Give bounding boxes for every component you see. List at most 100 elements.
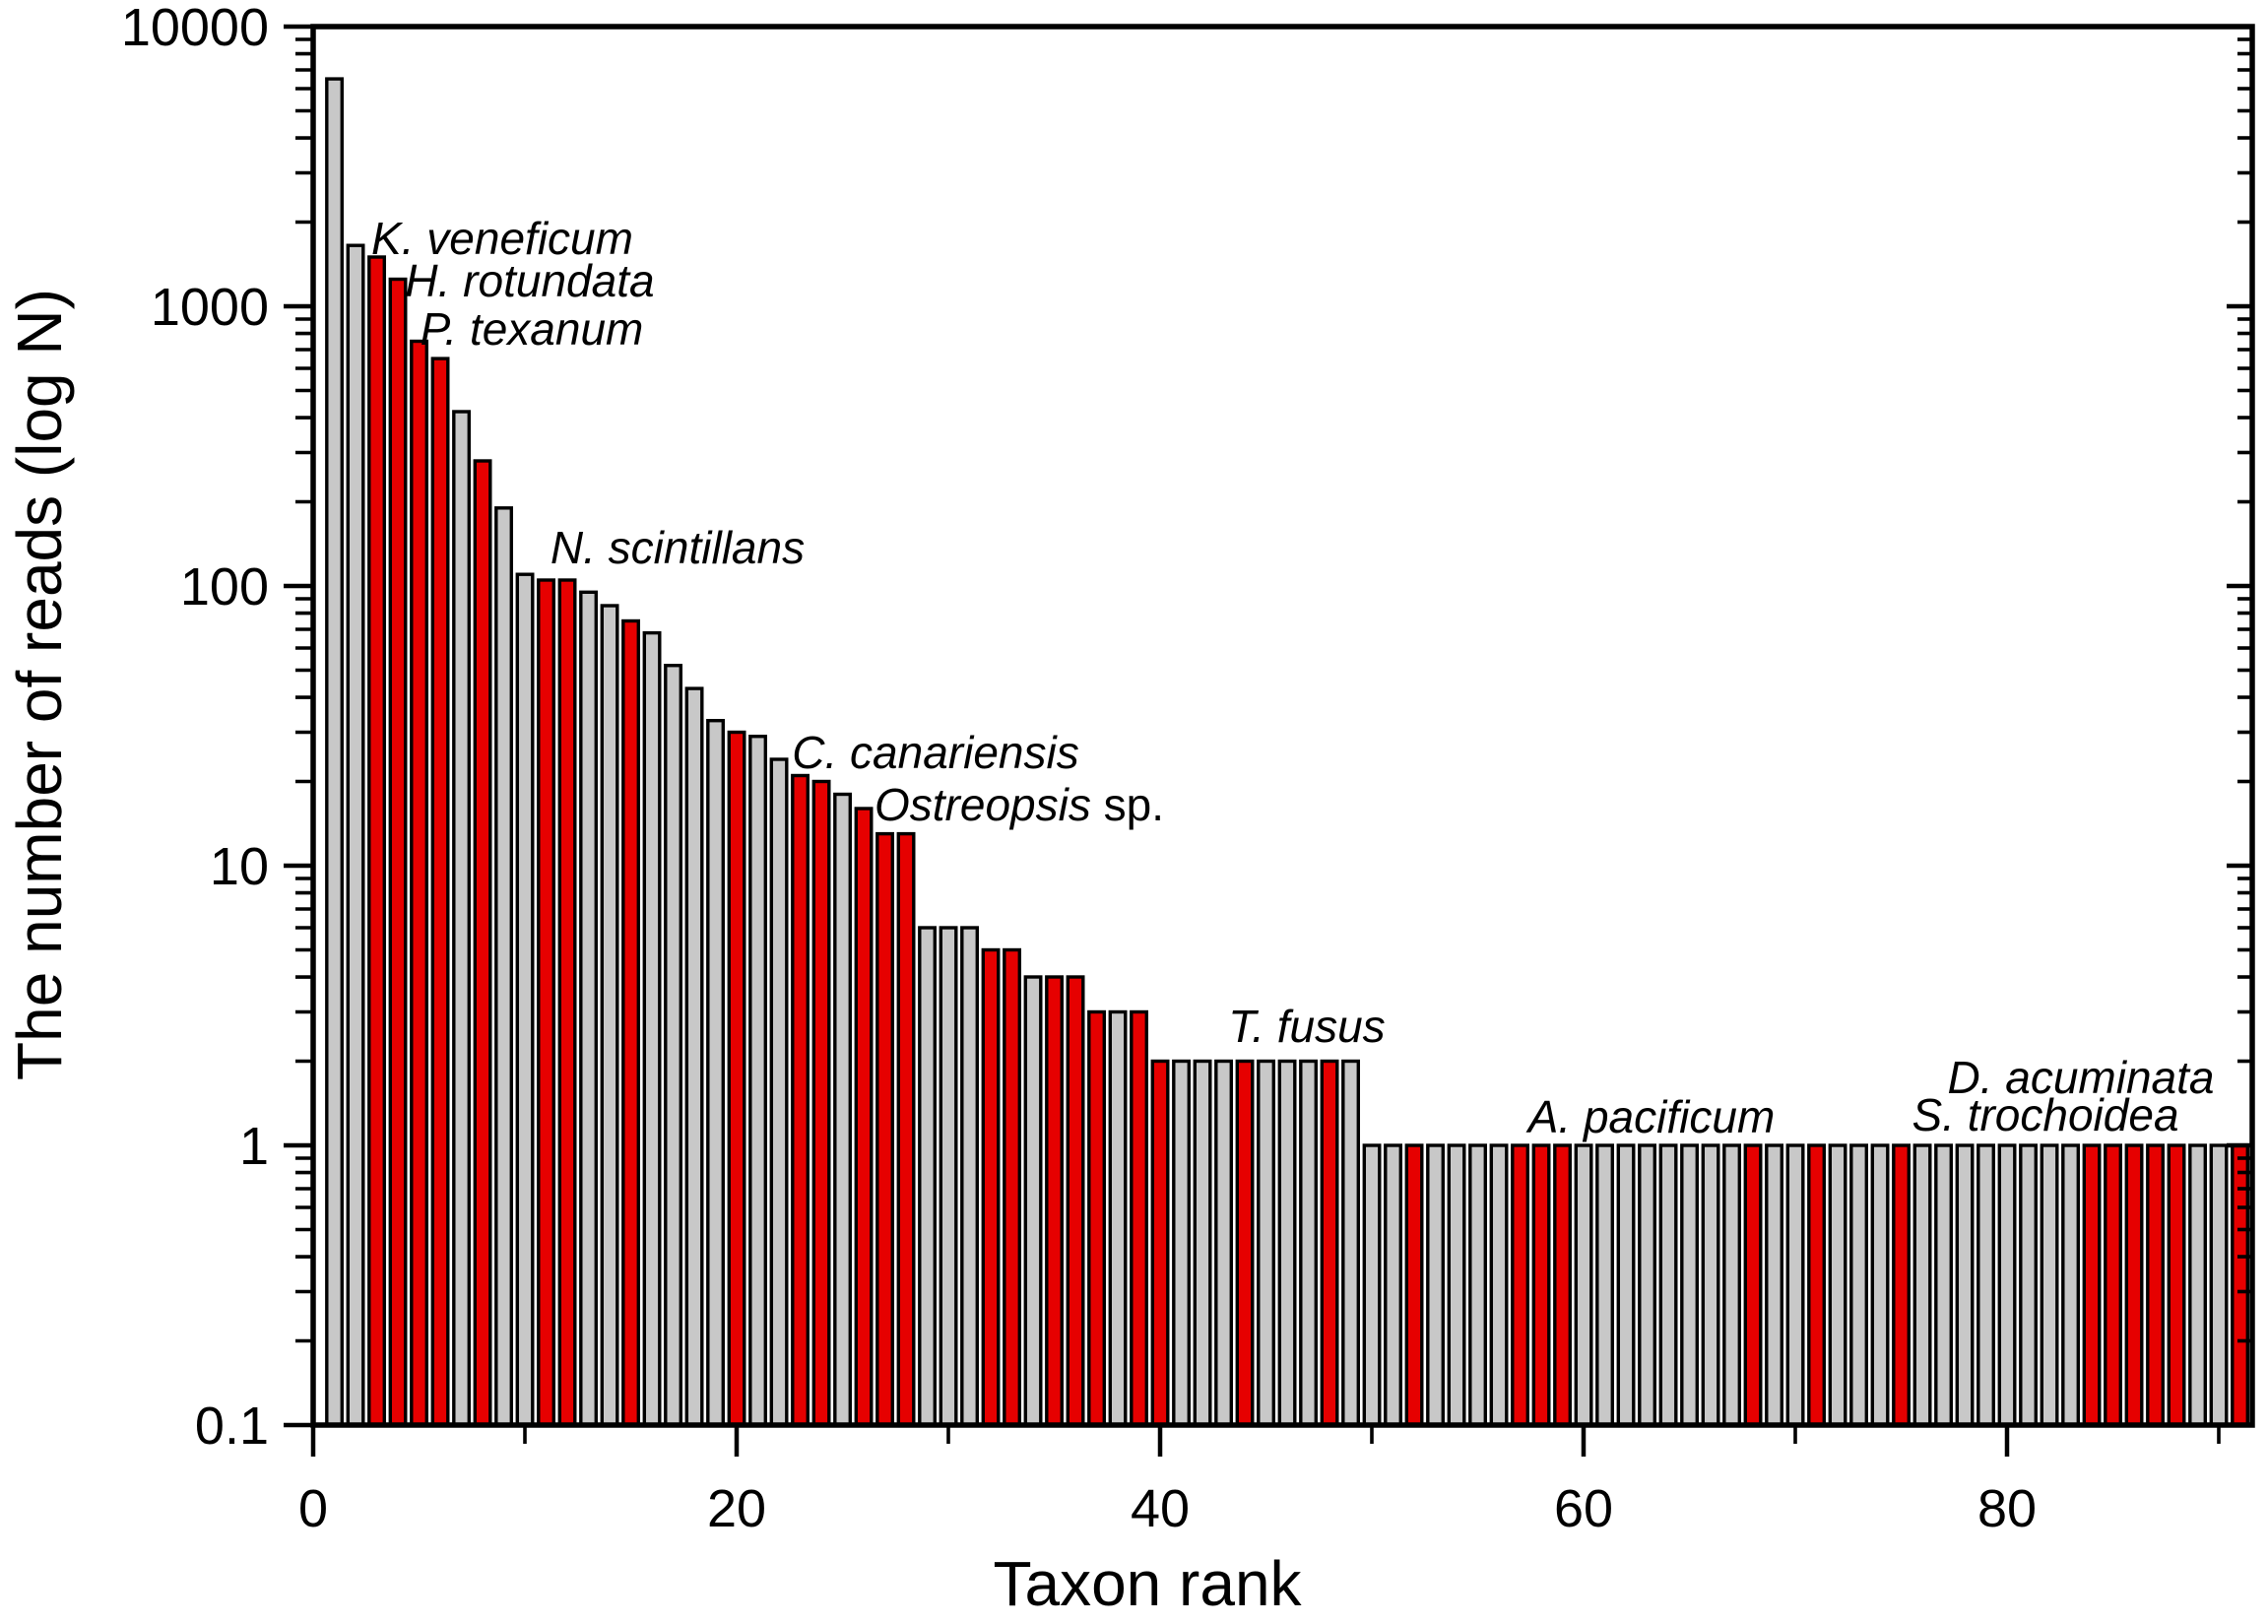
bar-highlighted-rank-36	[1066, 975, 1085, 1427]
bar-rank-19	[706, 719, 725, 1427]
species-label-s-trochoidea: S. trochoidea	[1912, 1089, 2178, 1140]
bar-rank-21	[748, 735, 767, 1427]
bar-rank-49	[1341, 1059, 1361, 1427]
bar-rank-62	[1616, 1143, 1636, 1427]
bar-rank-25	[833, 792, 852, 1427]
species-label-k-veneficum: K. veneficum	[371, 213, 633, 264]
bar-highlighted-rank-23	[791, 773, 810, 1427]
x-tick-label: 20	[707, 1479, 766, 1538]
bar-rank-46	[1277, 1059, 1297, 1427]
y-tick-label: 10000	[121, 0, 269, 57]
bar-highlighted-rank-58	[1531, 1143, 1551, 1427]
plot-frame	[310, 24, 2255, 1428]
species-name-italic: K. veneficum	[371, 213, 633, 264]
bar-rank-1	[325, 77, 344, 1427]
bar-rank-17	[664, 664, 682, 1427]
bar-rank-65	[1680, 1143, 1700, 1427]
bar-rank-34	[1023, 975, 1043, 1427]
bar-highlighted-rank-40	[1150, 1059, 1170, 1427]
species-name-italic: T. fusus	[1228, 1001, 1385, 1052]
x-tick-label: 60	[1554, 1479, 1613, 1538]
bar-highlighted-rank-20	[727, 730, 746, 1427]
bar-rank-66	[1701, 1143, 1720, 1427]
bar-highlighted-rank-24	[811, 779, 831, 1427]
bar-rank-31	[960, 926, 979, 1427]
bar-rank-16	[642, 630, 662, 1427]
bar-highlighted-rank-39	[1130, 1009, 1149, 1427]
bar-rank-42	[1193, 1059, 1212, 1427]
bar-rank-9	[494, 506, 513, 1427]
bar-highlighted-rank-85	[2104, 1143, 2123, 1427]
y-tick-label: 0.1	[195, 1397, 269, 1456]
bar-rank-47	[1299, 1059, 1319, 1427]
bar-highlighted-rank-8	[473, 459, 492, 1427]
bar-highlighted-rank-52	[1404, 1143, 1424, 1427]
bar-rank-77	[1934, 1143, 1954, 1427]
y-axis-title: The number of reads (log N)	[4, 289, 75, 1080]
bar-highlighted-rank-26	[854, 807, 874, 1427]
species-name-suffix: sp.	[1091, 779, 1164, 830]
bar-highlighted-rank-27	[875, 831, 894, 1427]
y-axis-ticks: 10000 1000 100 10 1 0.1	[121, 0, 313, 1456]
bar-rank-22	[769, 757, 789, 1427]
bar-rank-70	[1785, 1143, 1805, 1427]
bar-rank-14	[600, 604, 619, 1427]
bar-rank-53	[1426, 1143, 1446, 1427]
bar-rank-76	[1912, 1143, 1932, 1427]
bar-rank-63	[1638, 1143, 1657, 1427]
bar-highlighted-rank-3	[367, 255, 386, 1427]
bar-highlighted-rank-75	[1892, 1143, 1912, 1427]
bar-rank-56	[1489, 1143, 1509, 1427]
bar-rank-29	[918, 926, 937, 1427]
x-tick-label: 80	[1977, 1479, 2037, 1538]
bar-rank-7	[452, 410, 471, 1427]
bar-highlighted-rank-44	[1235, 1059, 1255, 1427]
bar-rank-64	[1658, 1143, 1678, 1427]
bar-highlighted-rank-4	[388, 277, 408, 1427]
species-label-d-acuminata: D. acuminata	[1947, 1052, 2214, 1103]
species-name-italic: N. scintillans	[551, 522, 805, 573]
bar-rank-10	[515, 572, 535, 1427]
bar-highlighted-rank-11	[537, 578, 555, 1427]
bar-rank-51	[1384, 1143, 1403, 1427]
species-label-c-canariensis: C. canariensis	[792, 727, 1078, 778]
species-name-italic: P. texanum	[421, 303, 644, 355]
bar-highlighted-rank-32	[981, 947, 1001, 1427]
bar-rank-50	[1362, 1143, 1382, 1427]
x-tick-label: 0	[298, 1479, 328, 1538]
bar-rank-2	[346, 243, 365, 1427]
bar-rank-60	[1574, 1143, 1593, 1427]
bar-rank-73	[1849, 1143, 1869, 1427]
bar-highlighted-rank-28	[896, 831, 916, 1427]
bar-rank-67	[1722, 1143, 1742, 1427]
bar-highlighted-rank-68	[1743, 1143, 1763, 1427]
bar-rank-82	[2040, 1143, 2059, 1427]
bar-highlighted-rank-12	[557, 578, 577, 1427]
bar-highlighted-rank-33	[1003, 947, 1021, 1427]
species-name-italic: D. acuminata	[1947, 1052, 2214, 1103]
species-name-italic: H. rotundata	[405, 255, 654, 306]
bar-highlighted-rank-15	[621, 618, 640, 1427]
species-name-italic: S. trochoidea	[1912, 1089, 2178, 1140]
bar-rank-90	[2209, 1143, 2229, 1427]
bar-highlighted-rank-71	[1807, 1143, 1827, 1427]
bar-rank-61	[1595, 1143, 1615, 1427]
bar-rank-72	[1828, 1143, 1847, 1427]
bar-rank-79	[1976, 1143, 1996, 1427]
bar-rank-81	[2019, 1143, 2039, 1427]
species-label-ostreopsis: Ostreopsis sp.	[875, 779, 1164, 830]
species-label-a-pacificum: A. pacificum	[1525, 1091, 1776, 1142]
species-label-h-rotundata: H. rotundata	[405, 255, 654, 306]
bar-highlighted-rank-48	[1320, 1059, 1339, 1427]
bar-rank-18	[684, 686, 704, 1427]
bar-highlighted-rank-84	[2082, 1143, 2102, 1427]
species-label-n-scintillans: N. scintillans	[551, 522, 805, 573]
bar-rank-43	[1214, 1059, 1234, 1427]
y-tick-label: 10	[210, 837, 269, 896]
species-label-p-texanum: P. texanum	[421, 303, 644, 355]
bar-rank-54	[1447, 1143, 1466, 1427]
bar-highlighted-rank-37	[1087, 1009, 1107, 1427]
bar-rank-83	[2061, 1143, 2081, 1427]
bar-highlighted-rank-87	[2146, 1143, 2166, 1427]
bar-rank-45	[1257, 1059, 1276, 1427]
